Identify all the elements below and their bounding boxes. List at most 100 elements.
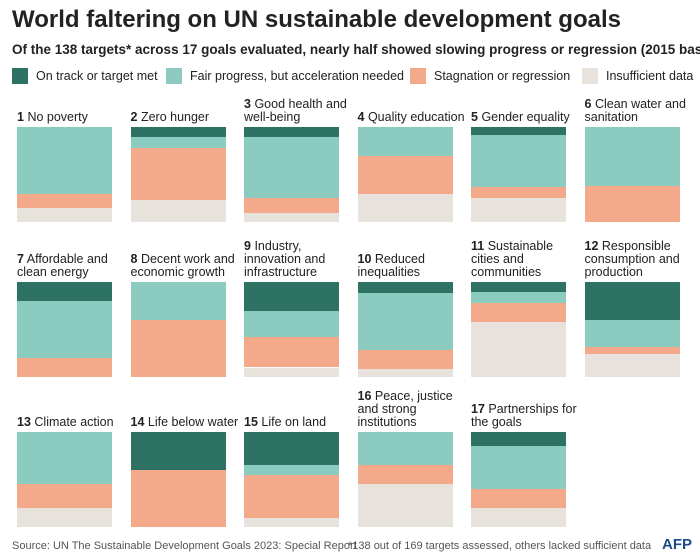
goal-square — [584, 127, 680, 222]
goal-name: Zero hunger — [140, 110, 210, 124]
share-segment — [244, 310, 339, 338]
share-segment — [17, 127, 112, 194]
legend-label: Stagnation or regression — [434, 69, 571, 83]
share-segment — [130, 282, 226, 320]
share-segment — [130, 432, 226, 470]
goal-label: 17 Partnerships for the goals — [471, 403, 579, 429]
legend-label: Fair progress, but acceleration needed — [190, 69, 405, 83]
goal-number: 14 — [130, 415, 145, 429]
share-segment — [471, 321, 566, 377]
goal-square — [471, 127, 566, 222]
goal-number: 2 — [130, 110, 138, 124]
share-segment — [357, 193, 453, 222]
share-segment — [357, 293, 453, 351]
goal-number: 15 — [244, 415, 258, 429]
goal-square — [357, 127, 453, 222]
goal-number: 1 — [17, 110, 24, 124]
goal-label: 5 Gender equality — [471, 111, 579, 124]
share-segment — [471, 291, 566, 303]
goal-name: Reduced inequalities — [357, 252, 425, 279]
goal-number: 10 — [357, 252, 372, 266]
share-segment — [471, 432, 566, 447]
share-segment — [244, 432, 339, 466]
share-segment — [357, 282, 453, 294]
goal-number: 4 — [357, 110, 365, 124]
chart-title: World faltering on UN sustainable develo… — [12, 6, 621, 33]
share-segment — [244, 212, 339, 222]
share-segment — [17, 484, 112, 508]
goal-label: 13 Climate action — [17, 416, 125, 429]
chart-subtitle: Of the 138 targets* across 17 goals eval… — [12, 42, 700, 57]
share-segment — [357, 350, 453, 370]
legend-swatch — [410, 68, 426, 84]
share-segment — [584, 127, 680, 186]
goal-number: 16 — [357, 389, 372, 403]
goal-number: 6 — [584, 97, 592, 111]
goal-name: Partnerships for the goals — [471, 402, 577, 429]
goal-number: 9 — [244, 239, 251, 253]
share-segment — [244, 337, 339, 368]
goal-name: Climate action — [34, 415, 114, 429]
goal-number: 11 — [471, 239, 485, 253]
share-segment — [471, 446, 566, 489]
share-segment — [130, 470, 226, 527]
share-segment — [584, 354, 680, 377]
goal-square — [130, 127, 226, 222]
share-segment — [130, 200, 226, 222]
share-segment — [471, 186, 566, 199]
share-segment — [584, 346, 680, 355]
goal-name: Life below water — [147, 415, 239, 429]
goal-name: Peace, justice and strong institutions — [357, 389, 453, 429]
share-segment — [244, 198, 339, 213]
share-segment — [471, 134, 566, 187]
goal-label: 8 Decent work and economic growth — [131, 253, 239, 279]
share-segment — [244, 474, 339, 518]
goal-square — [17, 432, 112, 527]
goal-label: 16 Peace, justice and strong institution… — [358, 390, 466, 429]
goal-square — [244, 432, 339, 527]
goal-name: Gender equality — [481, 110, 570, 124]
share-segment — [584, 185, 680, 222]
share-segment — [471, 282, 566, 292]
source: Source: UN The Sustainable Development G… — [12, 540, 357, 552]
goal-name: Decent work and economic growth — [130, 252, 235, 279]
goal-label: 15 Life on land — [244, 416, 352, 429]
goal-square — [130, 282, 226, 377]
goal-label: 9 Industry, innovation and infrastructur… — [244, 240, 352, 279]
share-segment — [357, 432, 453, 466]
goal-number: 13 — [17, 415, 31, 429]
goal-label: 11 Sustainable cities and communities — [471, 240, 579, 279]
share-segment — [471, 489, 566, 508]
share-segment — [244, 136, 339, 199]
goal-label: 12 Responsible consumption and productio… — [585, 240, 693, 279]
legend-swatch — [582, 68, 598, 84]
goal-name: Sustainable cities and communities — [471, 239, 554, 279]
goal-name: Life on land — [261, 415, 327, 429]
goal-name: Good health and well-being — [244, 97, 347, 124]
goal-label: 10 Reduced inequalities — [358, 253, 466, 279]
goal-label: 7 Affordable and clean energy — [17, 253, 125, 279]
goal-name: Responsible consumption and production — [584, 239, 680, 279]
share-segment — [130, 320, 226, 377]
goal-square — [244, 127, 339, 222]
share-segment — [244, 465, 339, 475]
share-segment — [17, 193, 112, 208]
goal-name: Quality education — [367, 110, 465, 124]
goal-name: No poverty — [27, 110, 88, 124]
share-segment — [584, 282, 680, 320]
share-segment — [130, 127, 226, 137]
share-segment — [17, 207, 112, 222]
share-segment — [244, 517, 339, 527]
share-segment — [471, 508, 566, 527]
share-segment — [357, 369, 453, 377]
share-segment — [471, 198, 566, 222]
share-segment — [17, 432, 112, 485]
goal-square — [244, 282, 339, 377]
share-segment — [357, 127, 453, 156]
goal-label: 3 Good health and well-being — [244, 98, 352, 124]
share-segment — [130, 147, 226, 201]
goal-square — [357, 432, 453, 527]
goal-square — [471, 432, 566, 527]
goal-number: 5 — [471, 110, 478, 124]
